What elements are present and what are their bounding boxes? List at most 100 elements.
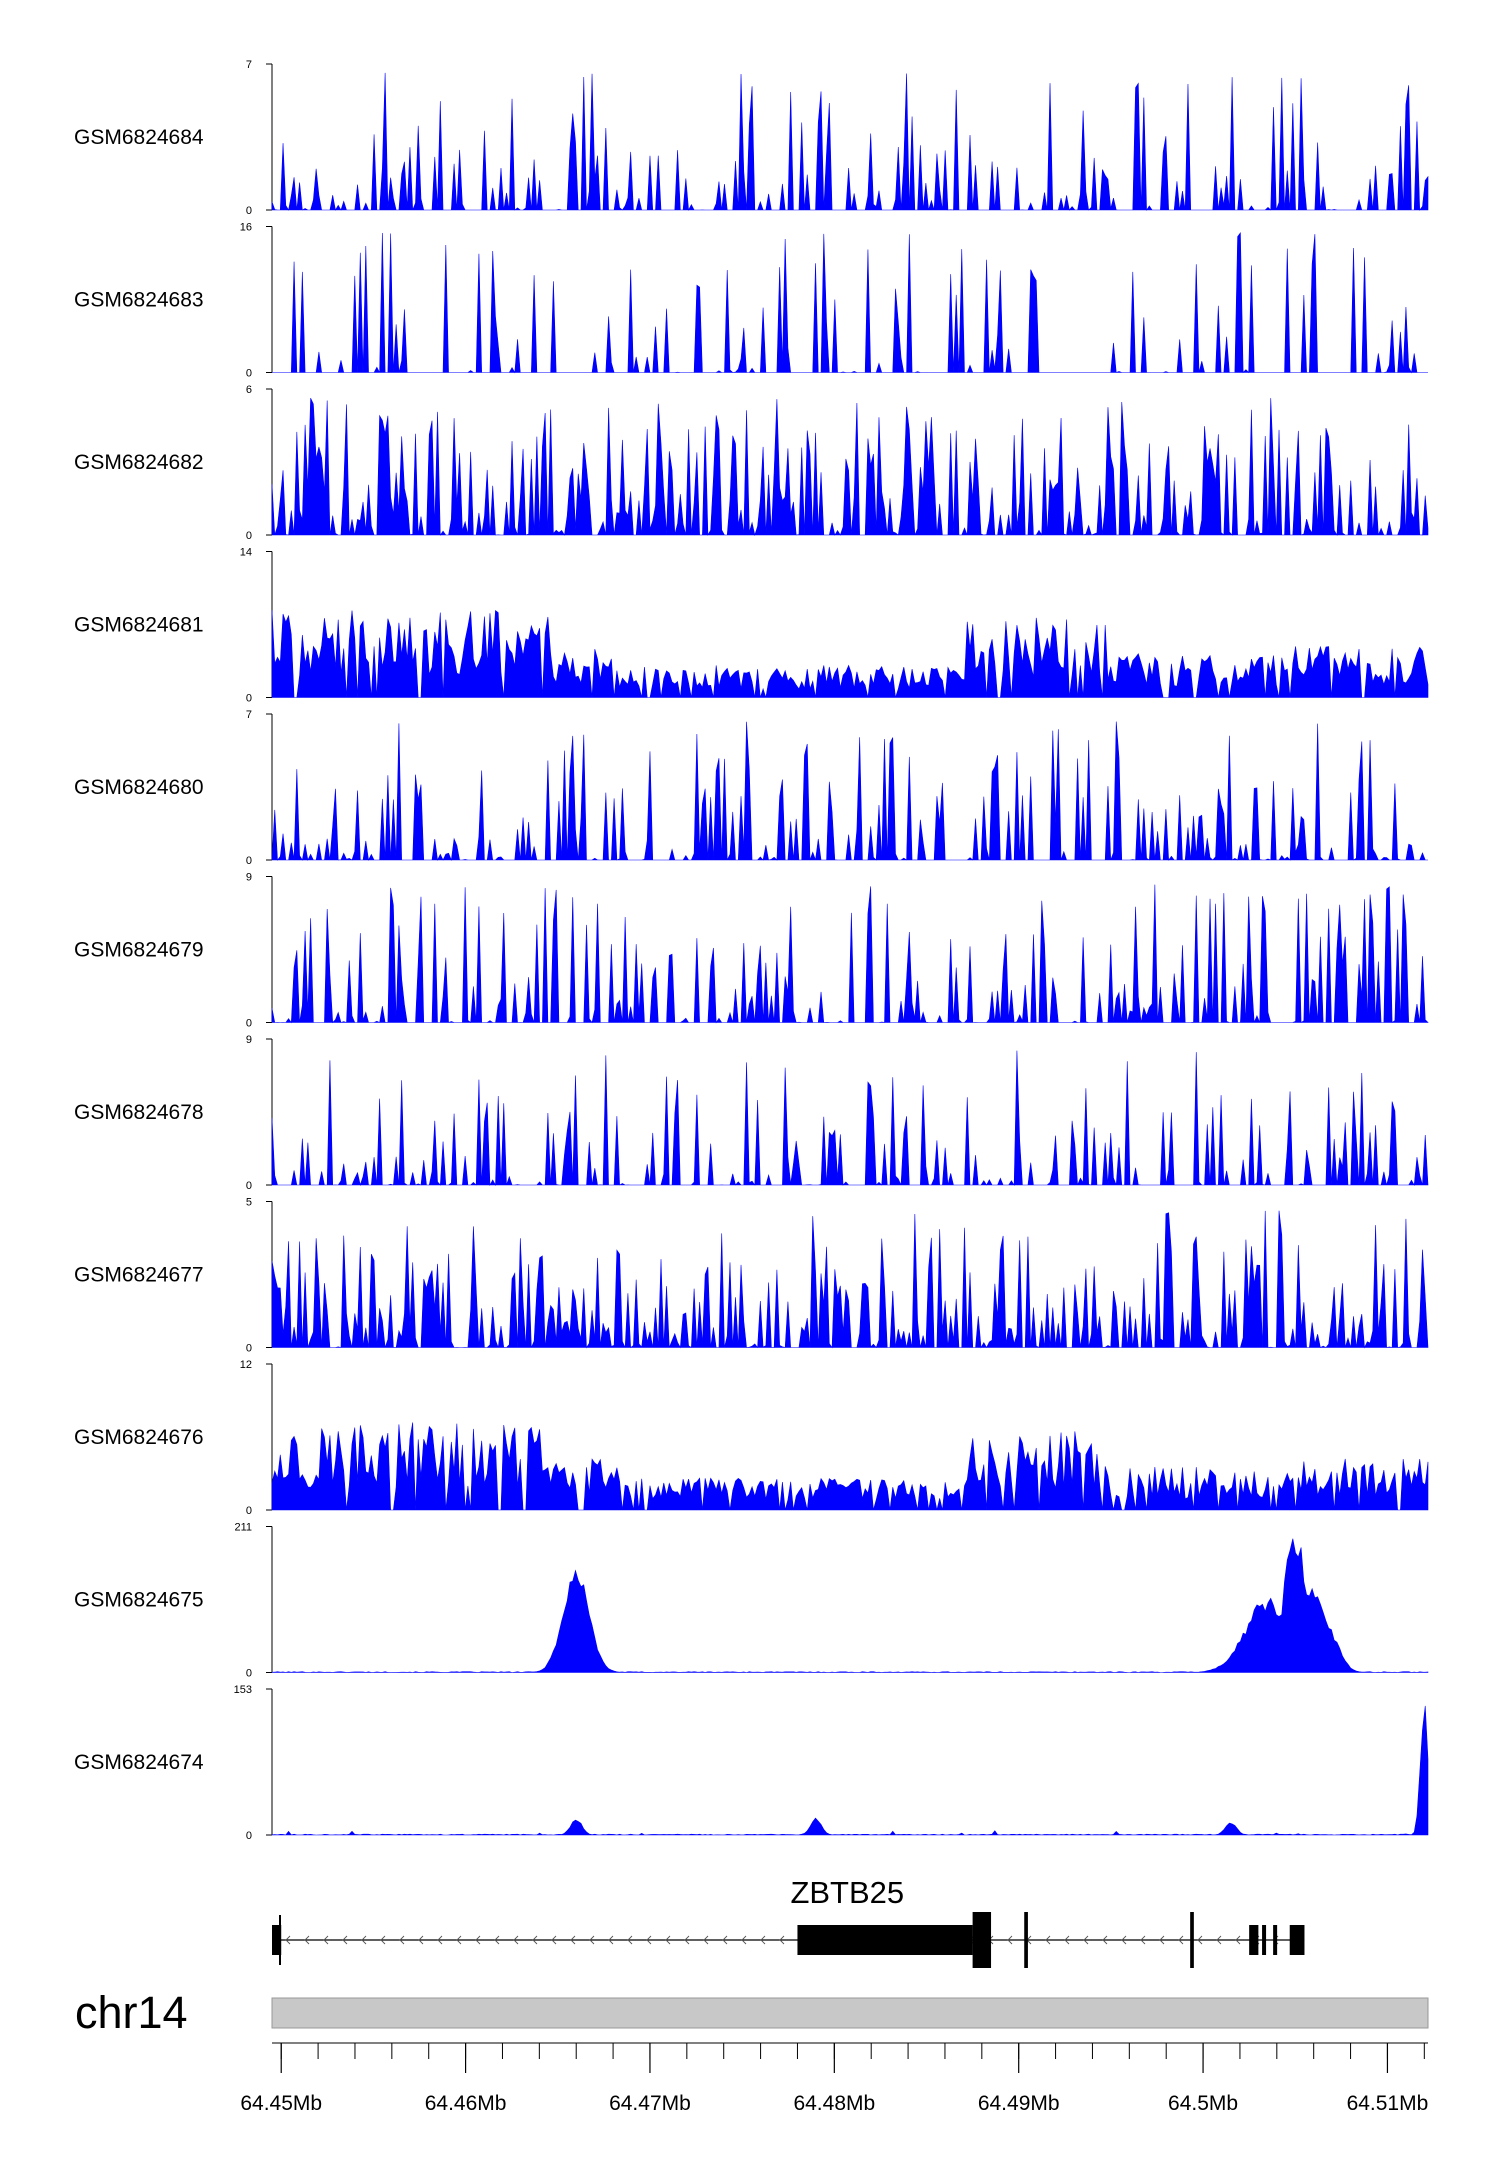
track-ymax: 211: [234, 1522, 252, 1534]
exon-marker: [1190, 1912, 1194, 1968]
strand-chevron: [532, 1935, 538, 1945]
strand-chevron: [627, 1935, 633, 1945]
exon-marker: [1024, 1912, 1028, 1968]
tick-label: 64.48Mb: [793, 2092, 875, 2115]
signal-area: [272, 232, 1428, 374]
track-label: GSM6824681: [74, 614, 204, 637]
track-label: GSM6824679: [74, 939, 204, 962]
strand-chevron: [399, 1935, 405, 1945]
strand-chevron: [1121, 1935, 1127, 1945]
track-ymin: 0: [246, 855, 252, 867]
exon: [1289, 1925, 1305, 1955]
strand-chevron: [665, 1935, 671, 1945]
tick-label: 64.45Mb: [240, 2092, 322, 2115]
strand-chevron: [342, 1935, 348, 1945]
exon: [272, 1925, 282, 1955]
track-label: GSM6824684: [74, 126, 204, 149]
track-ymax: 6: [246, 384, 252, 396]
strand-chevron: [760, 1935, 766, 1945]
signal-area: [271, 1705, 1429, 1836]
signal-area: [271, 1538, 1429, 1673]
strand-chevron: [437, 1935, 443, 1945]
track-label: GSM6824678: [74, 1101, 204, 1124]
track-ymax: 153: [234, 1684, 252, 1696]
strand-chevron: [1102, 1935, 1108, 1945]
exon: [1273, 1925, 1278, 1955]
genomic-axis: 64.45Mb 64.46Mb 64.47Mb 64.48Mb 64.49Mb 64.5M…: [240, 2042, 1429, 2115]
track-label: GSM6824682: [74, 451, 204, 474]
track-ymax: 5: [246, 1197, 252, 1209]
gene-track: ZBTB25: [272, 1875, 1305, 1968]
strand-chevron: [494, 1935, 500, 1945]
tick-label: 64.51Mb: [1347, 2092, 1429, 2115]
signal-area: [271, 72, 1429, 212]
strand-chevron: [1235, 1935, 1241, 1945]
strand-chevron: [570, 1935, 576, 1945]
track-label: GSM6824675: [74, 1589, 204, 1612]
signal-area: [271, 721, 1428, 862]
exon: [797, 1925, 973, 1955]
signal-area: [271, 397, 1429, 537]
exon: [972, 1912, 992, 1968]
track-ymin: 0: [246, 205, 252, 217]
track-GSM6824684: GSM6824684 7 0: [74, 59, 1429, 217]
chromosome-ideogram: chr14: [75, 1987, 1429, 2038]
strand-chevron: [513, 1935, 519, 1945]
track-GSM6824681: GSM6824681 14 0: [74, 547, 1429, 705]
track-GSM6824682: GSM6824682 6 0: [74, 384, 1429, 542]
track-GSM6824680: GSM6824680 7 0: [74, 709, 1428, 867]
strand-chevron: [722, 1935, 728, 1945]
signal-area: [271, 1210, 1429, 1349]
track-label: GSM6824676: [74, 1426, 204, 1449]
strand-chevron: [1140, 1935, 1146, 1945]
track-ymax: 9: [246, 1034, 252, 1046]
track-GSM6824674: GSM6824674 153 0: [74, 1684, 1429, 1842]
track-ymin: 0: [246, 693, 252, 705]
track-GSM6824677: GSM6824677 5 0: [74, 1197, 1429, 1355]
strand-chevron: [323, 1935, 329, 1945]
strand-chevron: [741, 1935, 747, 1945]
track-ymin: 0: [246, 1668, 252, 1680]
track-ymax: 7: [246, 709, 252, 721]
strand-chevron: [1083, 1935, 1089, 1945]
strand-chevron: [589, 1935, 595, 1945]
strand-chevron: [361, 1935, 367, 1945]
track-GSM6824676: GSM6824676 12 0: [74, 1359, 1429, 1517]
strand-chevron: [380, 1935, 386, 1945]
strand-chevron: [475, 1935, 481, 1945]
track-ymin: 0: [246, 1018, 252, 1030]
strand-chevron: [1197, 1935, 1203, 1945]
track-ymin: 0: [246, 1505, 252, 1517]
exon-edge: [279, 1915, 281, 1965]
strand-chevron: [551, 1935, 557, 1945]
track-GSM6824675: GSM6824675 211 0: [74, 1522, 1429, 1680]
tick-label: 64.49Mb: [978, 2092, 1060, 2115]
track-ymin: 0: [246, 1830, 252, 1842]
strand-chevron: [703, 1935, 709, 1945]
strand-chevron: [1045, 1935, 1051, 1945]
track-label: GSM6824683: [74, 289, 204, 312]
tick-label: 64.47Mb: [609, 2092, 691, 2115]
track-GSM6824683: GSM6824683 16 0: [74, 222, 1428, 380]
track-ymin: 0: [246, 1180, 252, 1192]
track-label: GSM6824680: [74, 776, 204, 799]
strand-chevron: [418, 1935, 424, 1945]
exon: [1249, 1925, 1259, 1955]
strand-chevron: [684, 1935, 690, 1945]
strand-chevron: [285, 1935, 291, 1945]
strand-chevron: [1216, 1935, 1222, 1945]
strand-chevron: [608, 1935, 614, 1945]
signal-tracks: GSM682468470GSM6824683160GSM682468260GSM…: [74, 59, 1429, 1842]
track-ymin: 0: [246, 1343, 252, 1355]
strand-chevron: [1007, 1935, 1013, 1945]
track-ymax: 9: [246, 872, 252, 884]
tick-label: 64.46Mb: [425, 2092, 507, 2115]
tick-label: 64.5Mb: [1168, 2092, 1238, 2115]
track-ymax: 16: [240, 222, 252, 234]
gene-name: ZBTB25: [790, 1875, 904, 1910]
track-GSM6824678: GSM6824678 9 0: [74, 1034, 1429, 1192]
strand-chevron: [456, 1935, 462, 1945]
gene-model: [272, 1912, 1305, 1968]
track-label: GSM6824677: [74, 1264, 204, 1287]
strand-chevron: [1064, 1935, 1070, 1945]
